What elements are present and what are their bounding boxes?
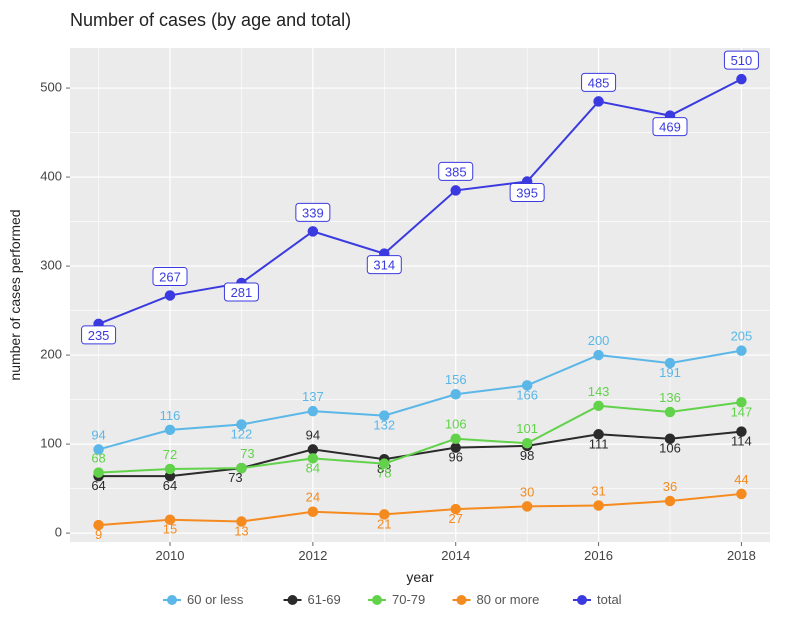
data-label-total: 395	[516, 186, 538, 201]
y-tick-label: 0	[55, 525, 62, 540]
legend-item-61_69: 61-69	[284, 592, 341, 607]
legend-item-80_or_more: 80 or more	[453, 592, 540, 607]
data-label-total: 267	[159, 269, 181, 284]
series-point-70_79	[166, 465, 175, 474]
y-axis-label: number of cases performed	[7, 209, 23, 380]
data-label-60_or_less: 205	[731, 329, 753, 344]
data-label-60_or_less: 166	[516, 387, 538, 402]
x-tick-label: 2012	[298, 548, 327, 563]
data-label-total: 385	[445, 164, 467, 179]
series-point-80_or_more	[308, 507, 317, 516]
data-label-70_79: 78	[377, 466, 391, 481]
data-label-80_or_more: 24	[306, 490, 320, 505]
data-label-80_or_more: 9	[95, 527, 102, 542]
legend-label: 60 or less	[187, 592, 244, 607]
data-label-total: 469	[659, 120, 681, 135]
data-label-80_or_more: 36	[663, 479, 677, 494]
series-point-80_or_more	[737, 489, 746, 498]
y-tick-label: 300	[40, 258, 62, 273]
legend-item-60_or_less: 60 or less	[163, 592, 244, 607]
y-tick-label: 400	[40, 169, 62, 184]
legend-item-70_79: 70-79	[368, 592, 425, 607]
series-point-70_79	[451, 434, 460, 443]
data-label-total: 314	[373, 258, 395, 273]
data-label-80_or_more: 15	[163, 522, 177, 537]
legend-item-total: total	[573, 592, 622, 607]
data-label-80_or_more: 13	[234, 524, 248, 539]
series-point-70_79	[237, 464, 246, 473]
series-point-80_or_more	[666, 497, 675, 506]
data-label-70_79: 143	[588, 384, 610, 399]
data-label-total: 510	[731, 53, 753, 68]
data-label-60_or_less: 122	[231, 427, 253, 442]
data-label-60_or_less: 132	[373, 418, 395, 433]
data-label-60_or_less: 116	[160, 408, 181, 423]
data-label-60_or_less: 137	[302, 389, 324, 404]
data-label-61_69: 114	[731, 434, 752, 449]
data-label-61_69: 96	[448, 450, 462, 465]
data-label-70_79: 68	[91, 451, 105, 466]
data-label-61_69: 94	[306, 427, 320, 442]
data-label-61_69: 106	[659, 441, 681, 456]
data-label-80_or_more: 21	[377, 516, 391, 531]
series-point-60_or_less	[737, 346, 746, 355]
data-label-70_79: 73	[240, 446, 254, 461]
x-tick-label: 2016	[584, 548, 613, 563]
legend-label: 61-69	[308, 592, 341, 607]
data-label-60_or_less: 200	[588, 333, 610, 348]
data-label-80_or_more: 30	[520, 484, 534, 499]
data-label-total: 485	[588, 75, 610, 90]
data-label-70_79: 106	[445, 417, 467, 432]
data-label-60_or_less: 94	[91, 427, 105, 442]
series-point-80_or_more	[523, 502, 532, 511]
legend-label: total	[597, 592, 622, 607]
data-label-70_79: 72	[163, 447, 177, 462]
legend-label: 80 or more	[477, 592, 540, 607]
chart-container: 0 100 200 300 400 500 2010 2012 2014 2016 2018 Numb…	[0, 0, 796, 622]
series-point-60_or_less	[594, 351, 603, 360]
data-label-80_or_more: 27	[448, 511, 462, 526]
x-tick-label: 2010	[156, 548, 185, 563]
series-point-total	[737, 75, 746, 84]
y-tick-label: 100	[40, 436, 62, 451]
series-point-total	[451, 186, 460, 195]
series-point-60_or_less	[451, 390, 460, 399]
data-label-70_79: 101	[516, 421, 538, 436]
series-point-70_79	[666, 408, 675, 417]
x-tick-label: 2018	[727, 548, 756, 563]
chart-title: Number of cases (by age and total)	[70, 10, 351, 30]
series-point-80_or_more	[594, 501, 603, 510]
series-point-60_or_less	[308, 407, 317, 416]
data-label-61_69: 64	[91, 478, 105, 493]
x-tick-label: 2014	[441, 548, 470, 563]
chart-svg: 0 100 200 300 400 500 2010 2012 2014 2016 2018 Numb…	[0, 0, 796, 622]
data-label-61_69: 98	[520, 448, 534, 463]
series-point-total	[308, 227, 317, 236]
series-point-60_or_less	[166, 425, 175, 434]
data-label-total: 281	[231, 285, 253, 300]
data-label-total: 339	[302, 205, 324, 220]
data-label-80_or_more: 31	[591, 484, 605, 499]
series-point-70_79	[523, 439, 532, 448]
data-label-61_69: 111	[589, 436, 609, 451]
data-label-60_or_less: 156	[445, 372, 467, 387]
legend-label: 70-79	[392, 592, 425, 607]
y-tick-label: 200	[40, 347, 62, 362]
data-label-60_or_less: 191	[659, 365, 681, 380]
series-point-70_79	[94, 468, 103, 477]
series-point-total	[594, 97, 603, 106]
y-tick-label: 500	[40, 79, 62, 94]
data-label-80_or_more: 44	[734, 472, 748, 487]
data-label-61_69: 64	[163, 478, 177, 493]
series-point-total	[166, 291, 175, 300]
data-label-70_79: 147	[731, 404, 753, 419]
series-point-61_69	[308, 445, 317, 454]
series-point-70_79	[594, 401, 603, 410]
data-label-70_79: 136	[659, 390, 681, 405]
x-axis-label: year	[406, 569, 434, 585]
data-label-total: 235	[88, 328, 110, 343]
data-label-70_79: 84	[306, 460, 320, 475]
